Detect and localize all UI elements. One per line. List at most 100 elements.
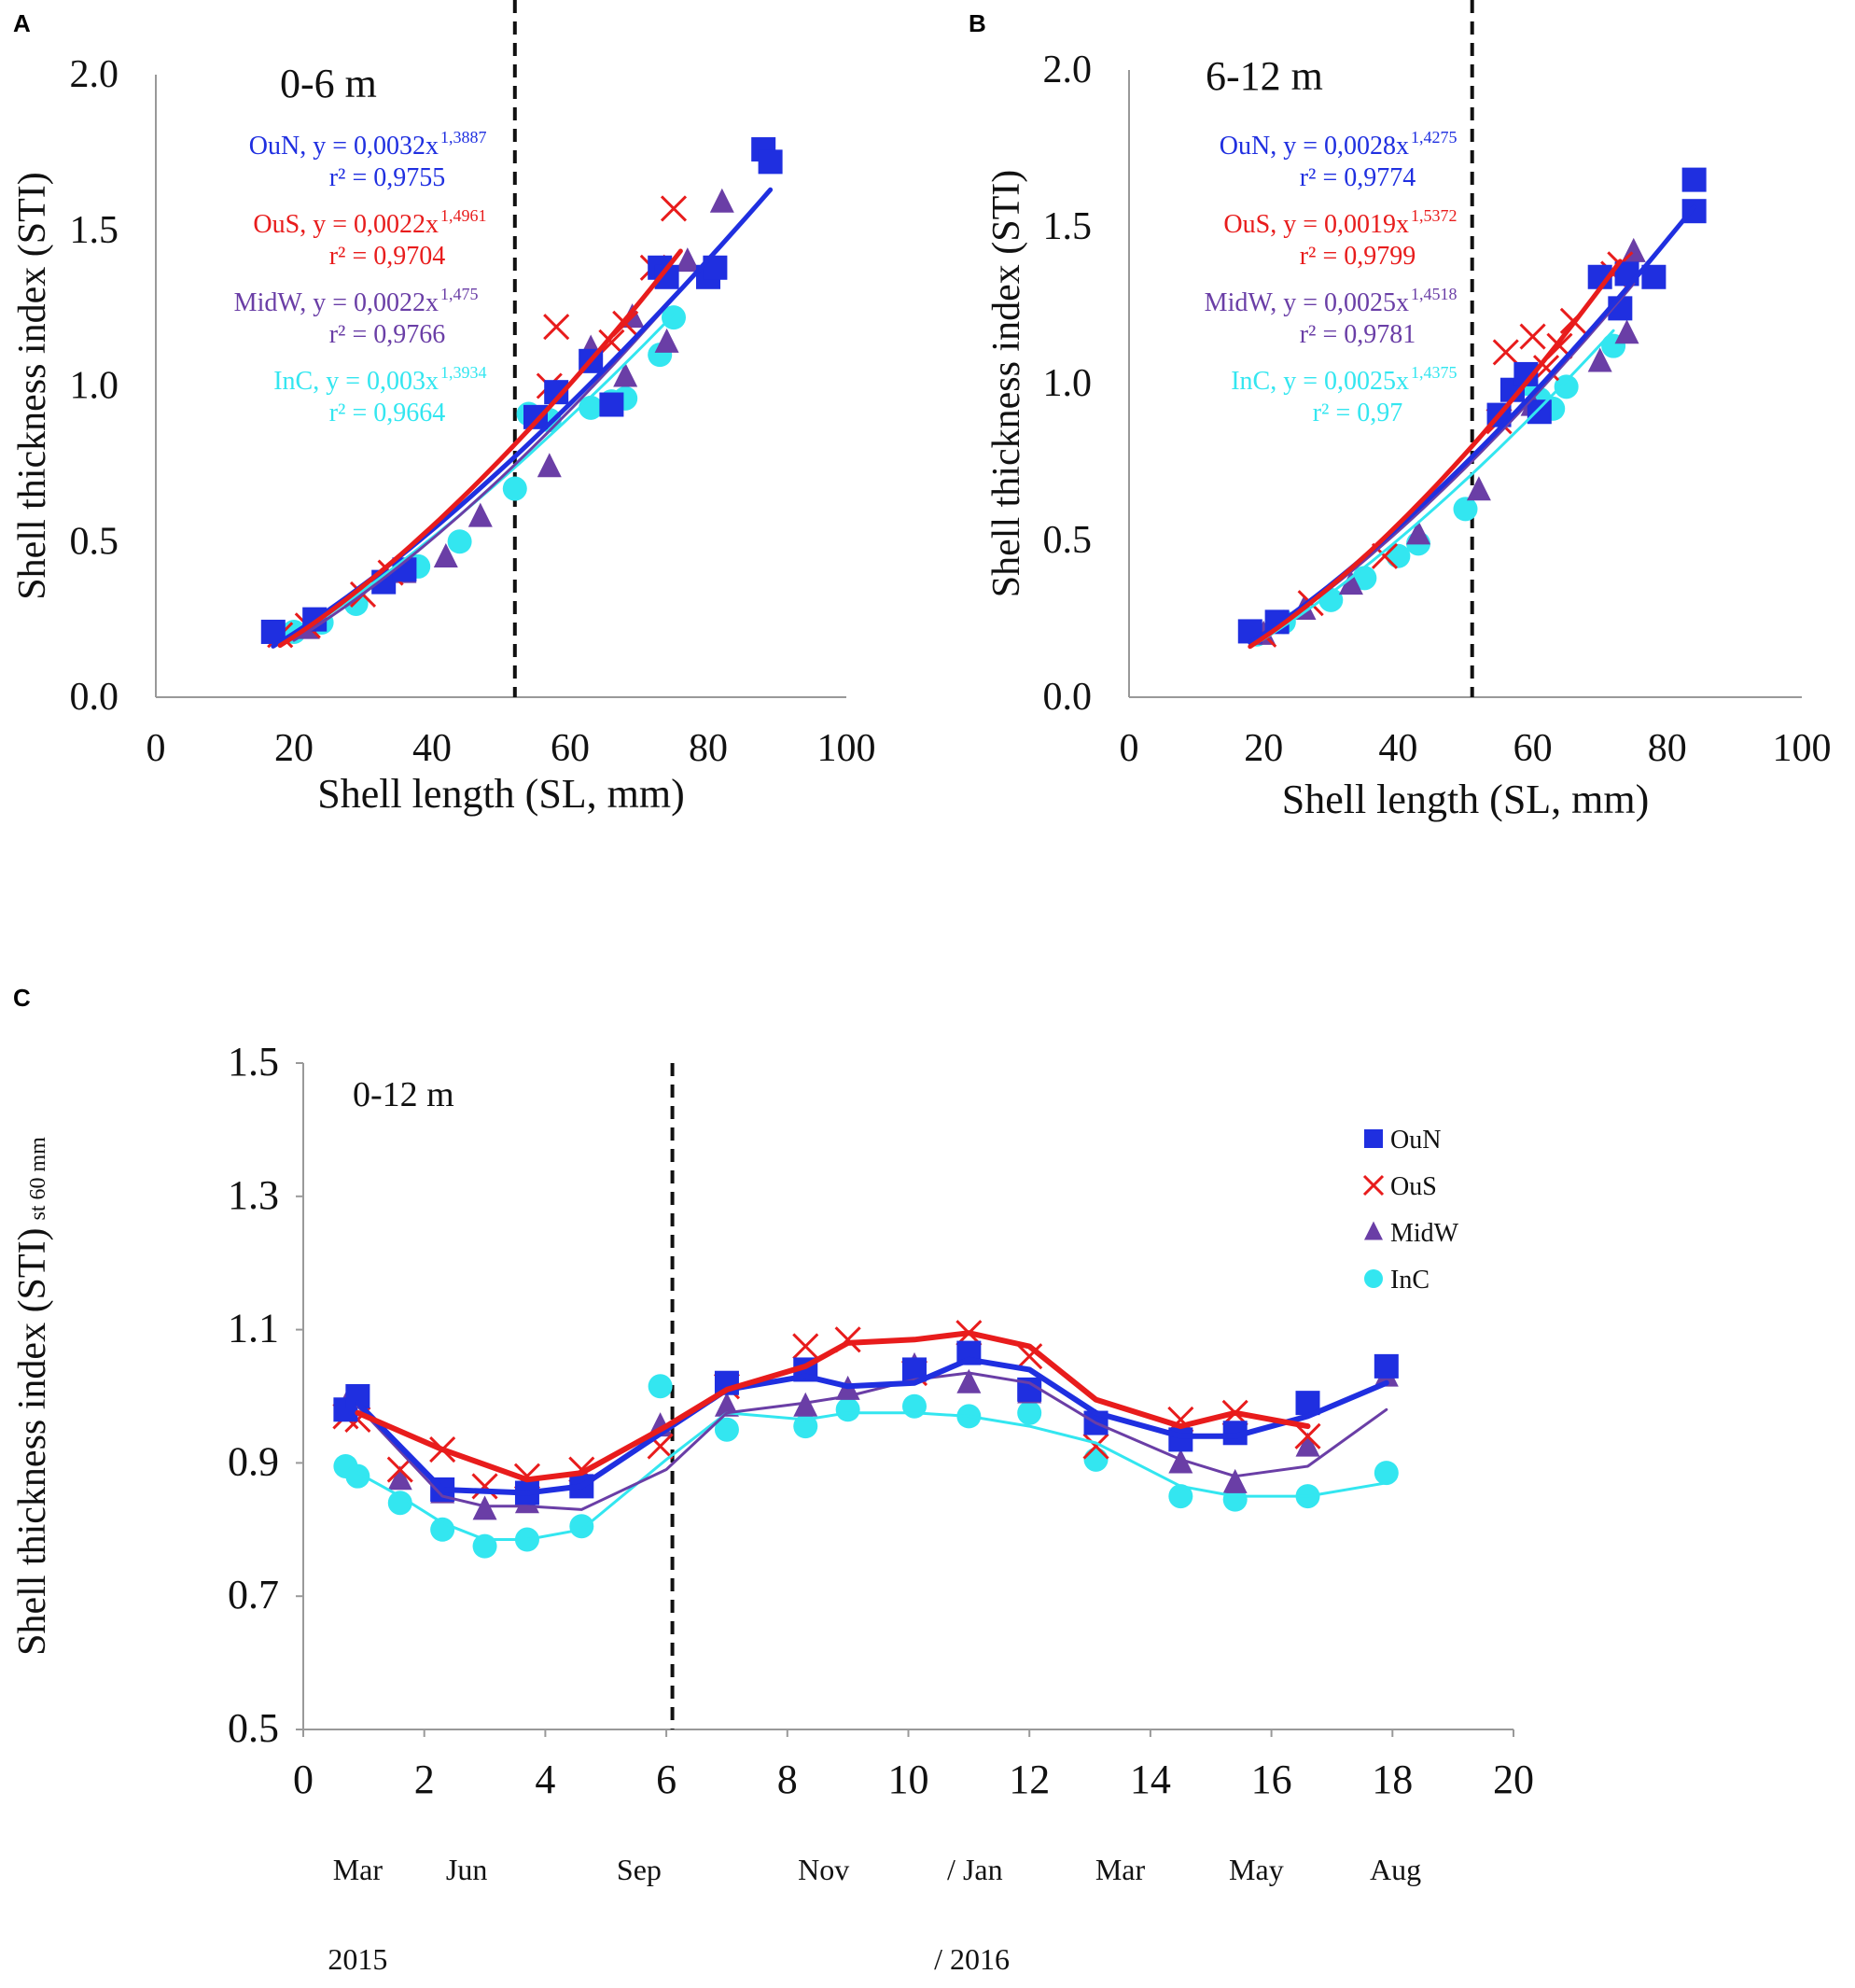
x-tick-label: 100 bbox=[817, 727, 876, 770]
data-point-midw bbox=[387, 1465, 412, 1491]
panel-label: C bbox=[13, 984, 31, 1012]
month-label: Mar bbox=[333, 1853, 384, 1886]
y-tick-label: 0.5 bbox=[70, 520, 119, 563]
data-point-inc bbox=[662, 305, 686, 330]
data-point-midw bbox=[793, 1392, 818, 1417]
month-label: Aug bbox=[1370, 1853, 1421, 1886]
equation-ous: OuS, y = 0,0019x bbox=[1223, 210, 1409, 239]
x-tick-label: 12 bbox=[1009, 1757, 1050, 1802]
y-axis-title: Shell thickness index (STI) bbox=[11, 172, 54, 599]
series-inc-line bbox=[1255, 329, 1615, 645]
equation-exponent-oun: 1,3887 bbox=[440, 128, 487, 147]
year-label: / 2016 bbox=[934, 1942, 1010, 1976]
data-point-ous bbox=[1492, 339, 1519, 366]
x-tick-label: 60 bbox=[551, 727, 590, 770]
y-tick-label: 1.0 bbox=[70, 365, 119, 408]
month-label: Nov bbox=[798, 1853, 849, 1886]
panel-label: A bbox=[13, 9, 31, 37]
series-ous-line bbox=[355, 1330, 1311, 1483]
y-axis-title: Shell thickness index (STI) bbox=[985, 170, 1028, 597]
data-point-oun bbox=[1374, 1353, 1399, 1379]
legend-label-oun: OuN bbox=[1390, 1126, 1441, 1155]
equation-oun: OuN, y = 0,0028x bbox=[1220, 132, 1409, 161]
data-point-inc bbox=[1083, 1447, 1109, 1472]
y-tick-label: 1.3 bbox=[228, 1172, 279, 1218]
data-point-midw bbox=[433, 542, 458, 567]
r-squared-oun: r² = 0,9755 bbox=[329, 163, 446, 192]
y-tick-label: 1.5 bbox=[70, 209, 119, 252]
x-tick-label: 10 bbox=[888, 1757, 929, 1802]
y-tick-label: 1.5 bbox=[228, 1039, 279, 1085]
x-tick-label: 100 bbox=[1773, 727, 1832, 770]
data-point-midw bbox=[1222, 1468, 1248, 1493]
equation-exponent-ous: 1,4961 bbox=[440, 206, 487, 225]
panel-a: A 0.0 0.5 1.0 1.5 2.0 0 20 40 60 80 100 Shell length… bbox=[11, 0, 876, 817]
x-tick-label: 80 bbox=[689, 727, 728, 770]
x-tick-label: 20 bbox=[274, 727, 314, 770]
data-point-inc bbox=[345, 1463, 370, 1489]
month-label: / Jan bbox=[947, 1853, 1003, 1886]
legend-marker-midw bbox=[1364, 1221, 1383, 1240]
y-tick-label: 1.0 bbox=[1043, 362, 1093, 405]
y-tick-label: 0.7 bbox=[228, 1572, 279, 1617]
y-tick-label: 1.1 bbox=[228, 1306, 279, 1351]
data-point-inc bbox=[1453, 497, 1478, 522]
x-axis-title: Shell length (SL, mm) bbox=[317, 771, 685, 817]
panel-b: B 0.0 0.5 1.0 1.5 2.0 0 20 40 60 80 100 Shell length… bbox=[969, 0, 1832, 822]
y-tick-label: 0.5 bbox=[1043, 519, 1093, 562]
data-point-inc bbox=[835, 1397, 860, 1422]
data-point-midw bbox=[1168, 1449, 1193, 1474]
equation-exponent-oun: 1,4275 bbox=[1411, 128, 1458, 147]
data-point-ous bbox=[471, 1473, 498, 1500]
data-point-inc bbox=[569, 1514, 594, 1539]
data-point-inc bbox=[648, 1374, 673, 1399]
data-point-inc bbox=[387, 1491, 412, 1516]
x-tick-label: 0 bbox=[146, 727, 166, 770]
data-point-oun bbox=[1527, 399, 1552, 425]
series-midw-line bbox=[356, 1371, 1388, 1511]
data-point-inc bbox=[714, 1417, 739, 1442]
data-point-midw bbox=[1338, 570, 1363, 595]
x-tick-label: 40 bbox=[1378, 727, 1417, 770]
data-point-ous bbox=[1082, 1433, 1109, 1460]
x-tick-label: 60 bbox=[1513, 727, 1553, 770]
data-point-inc bbox=[1017, 1400, 1042, 1425]
data-point-oun bbox=[758, 149, 783, 175]
r-squared-inc: r² = 0,9664 bbox=[329, 399, 446, 427]
panel-subtitle: 6-12 m bbox=[1206, 53, 1323, 99]
r-squared-inc: r² = 0,97 bbox=[1313, 399, 1403, 427]
data-point-inc bbox=[1554, 374, 1579, 399]
data-point-midw bbox=[1295, 1432, 1320, 1457]
data-point-oun bbox=[1681, 167, 1707, 192]
data-point-midw bbox=[537, 453, 562, 478]
x-tick-label: 18 bbox=[1372, 1757, 1413, 1802]
panel-c: C 0.5 0.7 0.9 1.1 1.3 1.5 0 2 4 6 8 10 12 14 16 18 20 Shel… bbox=[11, 984, 1534, 1976]
x-tick-label: 2 bbox=[414, 1757, 435, 1802]
data-point-midw bbox=[956, 1368, 982, 1393]
r-squared-oun: r² = 0,9774 bbox=[1300, 163, 1416, 192]
data-point-oun bbox=[599, 392, 624, 417]
data-point-inc bbox=[1168, 1484, 1193, 1509]
x-tick-label: 6 bbox=[656, 1757, 676, 1802]
legend: OuN OuS MidW InC bbox=[1362, 1126, 1459, 1295]
data-point-ous bbox=[1294, 1422, 1321, 1449]
data-point-midw bbox=[1466, 476, 1491, 501]
data-point-inc bbox=[502, 476, 527, 501]
equation-oun: OuN, y = 0,0032x bbox=[249, 132, 439, 161]
y-axis-title: Shell thickness index (STI)st 60 mm bbox=[11, 1137, 54, 1656]
legend-marker-inc bbox=[1364, 1269, 1383, 1288]
month-label: Mar bbox=[1095, 1853, 1146, 1886]
data-point-midw bbox=[1406, 520, 1431, 545]
panel-subtitle: 0-6 m bbox=[280, 61, 377, 106]
equation-exponent-ous: 1,5372 bbox=[1411, 206, 1458, 225]
data-point-midw bbox=[1587, 347, 1612, 372]
month-label: Jun bbox=[446, 1853, 487, 1886]
x-tick-label: 16 bbox=[1251, 1757, 1292, 1802]
data-point-midw bbox=[675, 247, 700, 273]
y-tick-label: 2.0 bbox=[70, 53, 119, 96]
y-tick-label: 0.9 bbox=[228, 1438, 279, 1484]
equation-exponent-midw: 1,475 bbox=[440, 285, 479, 303]
legend-label-inc: InC bbox=[1390, 1266, 1430, 1295]
r-squared-ous: r² = 0,9704 bbox=[329, 242, 446, 271]
equation-inc: InC, y = 0,0025x bbox=[1231, 367, 1409, 396]
